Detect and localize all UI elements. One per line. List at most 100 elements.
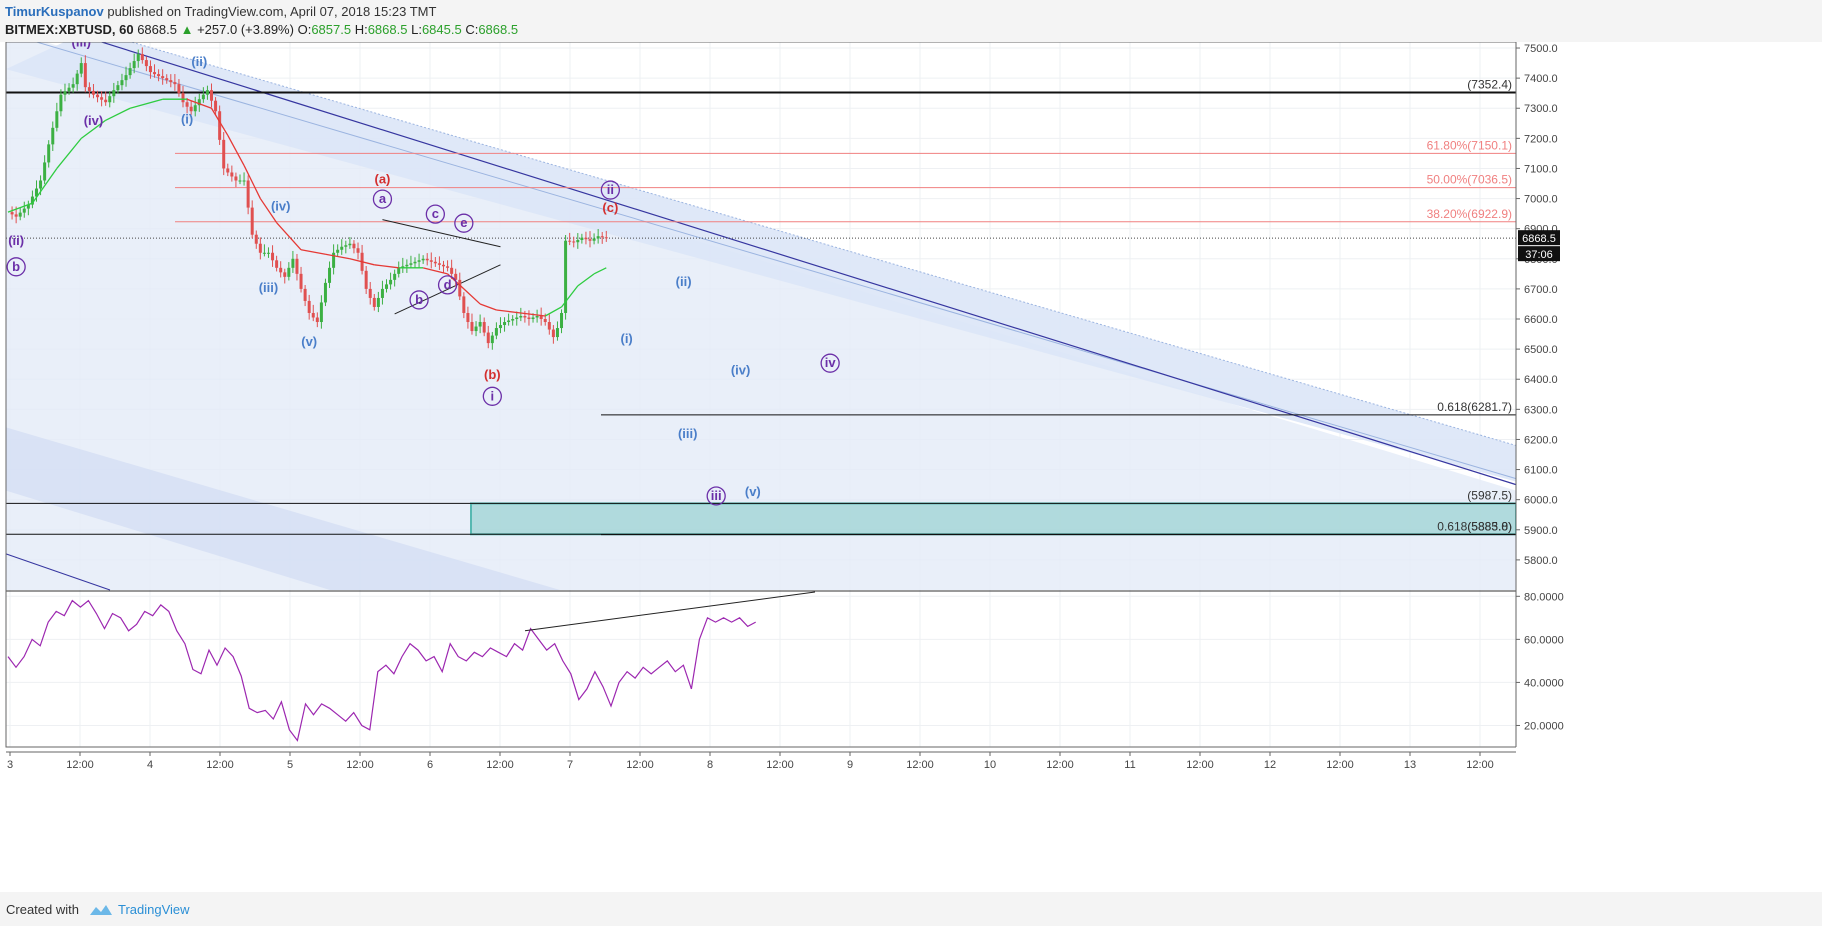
candle-body xyxy=(385,284,389,289)
countdown-tag xyxy=(1518,246,1560,262)
ema-segment xyxy=(31,168,58,204)
candle-body xyxy=(43,162,47,181)
candle-body xyxy=(303,288,307,301)
candle-body xyxy=(405,264,409,267)
x-tick-label: 12:00 xyxy=(1046,759,1074,771)
candle-body xyxy=(592,238,596,241)
wave-circle xyxy=(6,257,26,277)
y-tick-label: 7000.0 xyxy=(1524,194,1558,206)
candle-body xyxy=(474,326,478,332)
candle-body xyxy=(132,61,136,69)
candle-body xyxy=(34,188,38,197)
channel-mid-line xyxy=(34,42,1517,480)
candle-body xyxy=(128,68,132,76)
chart-header: TimurKuspanov published on TradingView.c… xyxy=(0,0,1822,42)
candle-body xyxy=(189,106,193,112)
last-price-tag-label: 6868.5 xyxy=(1522,233,1556,245)
ema-segment xyxy=(80,119,107,139)
lower-trend-line xyxy=(5,553,111,591)
y-tick-label: 7100.0 xyxy=(1524,163,1558,175)
candle-body xyxy=(364,270,368,289)
price-chart[interactable]: (7352.4) 61.80%(7150.1) 50.00%(7036.5) 38.2… xyxy=(0,42,1822,892)
wave-circle xyxy=(425,204,446,224)
candle-body xyxy=(389,279,393,285)
candle-body xyxy=(258,243,262,253)
candle-body xyxy=(234,176,238,181)
candle-body xyxy=(275,260,279,268)
candle-body xyxy=(560,312,564,329)
rsi-y-tick-label: 20.0000 xyxy=(1524,720,1564,732)
candle-body xyxy=(185,102,189,107)
wave-circle xyxy=(482,386,502,406)
candle-body xyxy=(22,208,26,213)
countdown-tag-label: 37:06 xyxy=(1525,249,1553,261)
channel-fill xyxy=(6,42,1516,590)
candle-body xyxy=(173,82,177,85)
ema-segment xyxy=(544,306,562,317)
candle-body xyxy=(600,236,604,238)
ema-segment xyxy=(129,98,163,109)
candle-body xyxy=(30,196,34,205)
wave-label: (b) xyxy=(484,367,501,382)
candle-body xyxy=(323,282,327,303)
candle-body xyxy=(462,296,466,313)
candle-body xyxy=(254,234,258,244)
candle-body xyxy=(266,252,270,254)
author-link[interactable]: TimurKuspanov xyxy=(5,4,104,19)
ema-segment xyxy=(259,198,278,224)
wave-label: (ii) xyxy=(676,274,692,289)
candle-body xyxy=(376,297,380,307)
last-price: 6868.5 xyxy=(137,22,177,37)
candle-body xyxy=(328,267,332,283)
candle-body xyxy=(193,105,197,112)
wave-label: (ii) xyxy=(8,233,24,248)
wave-label: (v) xyxy=(745,484,761,499)
symbol-label[interactable]: BITMEX:XBTUSD, 60 xyxy=(5,22,134,37)
x-tick-label: 12:00 xyxy=(1326,759,1354,771)
candle-body xyxy=(242,180,246,182)
x-tick-label: 4 xyxy=(147,759,153,771)
candle-body xyxy=(380,288,384,298)
wave-label: (ii) xyxy=(191,54,207,69)
ema-segment xyxy=(300,249,326,255)
low-label: L: xyxy=(411,22,422,37)
wave-label: (i) xyxy=(620,331,632,346)
level-label: (5885.0) xyxy=(1467,519,1512,533)
y-axis-bg xyxy=(1516,42,1822,892)
x-tick-label: 3 xyxy=(7,759,13,771)
wave-label: d xyxy=(444,277,452,292)
candle-body xyxy=(136,54,140,62)
wave-label: (iv) xyxy=(271,199,291,214)
x-tick-label: 12:00 xyxy=(1466,759,1494,771)
level-label: 50.00%(7036.5) xyxy=(1427,173,1512,187)
candle-body xyxy=(165,78,169,81)
candle-body xyxy=(18,212,22,217)
rsi-trend-line xyxy=(524,591,816,632)
candle-body xyxy=(576,239,580,243)
candle-body xyxy=(555,328,559,338)
tradingview-link[interactable]: TradingView xyxy=(118,902,190,917)
candle-body xyxy=(352,243,356,249)
chart-marks xyxy=(7,47,816,742)
candle-body xyxy=(344,245,348,247)
candle-body xyxy=(319,302,323,323)
wave-label: ii xyxy=(607,182,614,197)
y-tick-label: 6300.0 xyxy=(1524,404,1558,416)
y-tick-label: 6400.0 xyxy=(1524,374,1558,386)
candle-body xyxy=(148,66,152,73)
candle-body xyxy=(348,243,352,246)
candle-body xyxy=(91,90,95,95)
candle-body xyxy=(466,312,470,323)
y-tick-label: 6600.0 xyxy=(1524,314,1558,326)
candle-body xyxy=(454,273,458,280)
candle-body xyxy=(494,328,498,336)
candle-body xyxy=(116,85,120,91)
candle-body xyxy=(295,258,299,274)
candle-body xyxy=(458,279,462,297)
ema-segment xyxy=(105,107,131,121)
candle-body xyxy=(551,329,555,338)
candle-body xyxy=(482,322,486,333)
candle-body xyxy=(39,180,43,189)
tradingview-logo-icon xyxy=(90,905,112,915)
candle-body xyxy=(100,97,104,100)
